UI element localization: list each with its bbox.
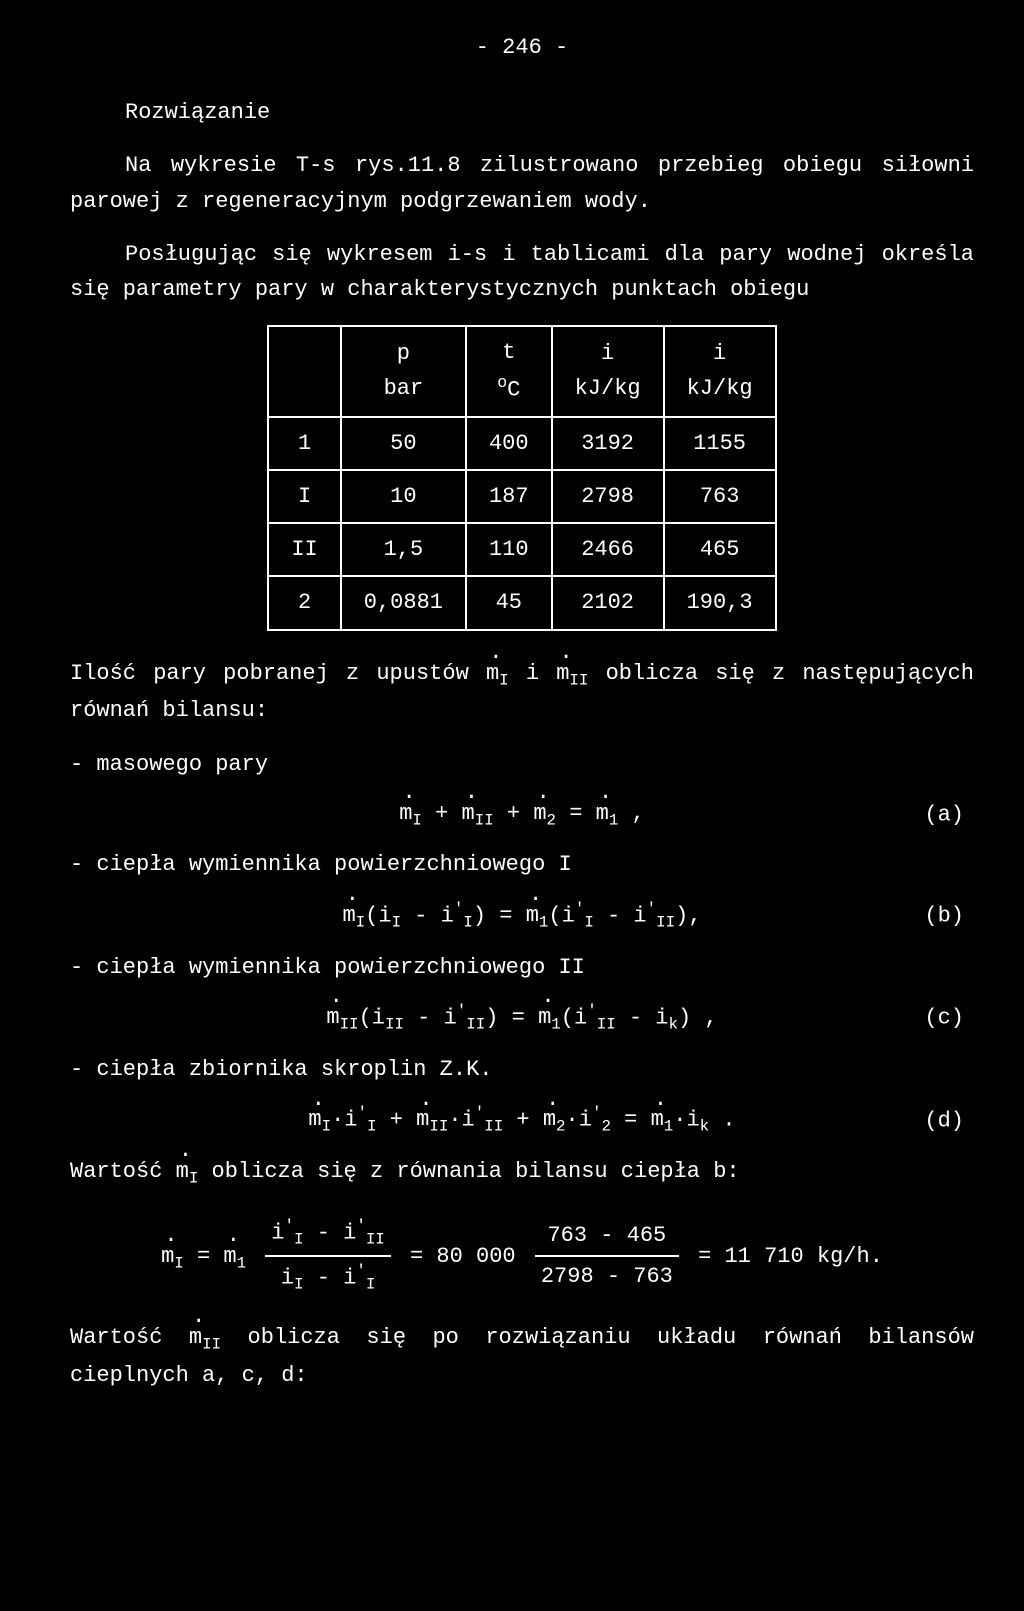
equation-d: mI·i'I + mII·i'II + m2·i'2 = m1·ik . (d): [70, 1101, 974, 1140]
cell: 1155: [664, 417, 776, 470]
table-row: I 10 187 2798 763: [268, 470, 775, 523]
bullet-mass: - masowego pary: [70, 747, 974, 782]
cell: 45: [466, 576, 552, 629]
text-span: = 80 000: [410, 1244, 529, 1269]
cell: 110: [466, 523, 552, 576]
text-span: Ilość pary pobranej z upustów: [70, 661, 486, 686]
fraction-symbolic: i'I - i'II iI - i'I: [265, 1214, 391, 1298]
table-header-row: pbar toC ikJ/kg ikJ/kg: [268, 326, 775, 417]
eq-label-c: (c): [924, 1001, 964, 1036]
bullet-heat-1: - ciepła wymiennika powierzchniowego I: [70, 847, 974, 882]
cell: 2: [268, 576, 340, 629]
fraction-denominator: 2798 - 763: [535, 1257, 679, 1294]
cell: 187: [466, 470, 552, 523]
th-i-liquid: ikJ/kg: [664, 326, 776, 417]
text-span: i: [509, 661, 557, 686]
th-blank: [268, 326, 340, 417]
cell: 50: [341, 417, 466, 470]
cell: 400: [466, 417, 552, 470]
cell: 1: [268, 417, 340, 470]
cell: 0,0881: [341, 576, 466, 629]
parameters-table: pbar toC ikJ/kg ikJ/kg 1 50 400 3192 115…: [267, 325, 776, 630]
cell: 2798: [552, 470, 664, 523]
table-row: 1 50 400 3192 1155: [268, 417, 775, 470]
cell: 190,3: [664, 576, 776, 629]
equation-a: mI + mII + m2 = m1 , (a): [70, 796, 974, 834]
cell: II: [268, 523, 340, 576]
equation-b: mI(iI - i'I) = m1(i'I - i'II), (b): [70, 897, 974, 936]
cell: 763: [664, 470, 776, 523]
paragraph-2: Posługując się wykresem i-s i tablicami …: [70, 237, 974, 307]
wartosc-mi-line: Wartość mI oblicza się z równania bilans…: [70, 1154, 974, 1192]
table-row: II 1,5 110 2466 465: [268, 523, 775, 576]
th-t: toC: [466, 326, 552, 417]
cell: 465: [664, 523, 776, 576]
table-row: 2 0,0881 45 2102 190,3: [268, 576, 775, 629]
bullet-heat-2: - ciepła wymiennika powierzchniowego II: [70, 950, 974, 985]
cell: 2102: [552, 576, 664, 629]
text-span: = 11 710 kg/h.: [698, 1244, 883, 1269]
text-span: Wartość: [70, 1325, 189, 1350]
eq-label-a: (a): [924, 797, 964, 832]
page-number: - 246 -: [70, 30, 974, 65]
fraction-numeric: 763 - 465 2798 - 763: [535, 1218, 679, 1294]
equation-mi-numeric: mI = m1 i'I - i'II iI - i'I = 80 000 763…: [70, 1214, 974, 1298]
paragraph-1: Na wykresie T-s rys.11.8 zilustrowano pr…: [70, 148, 974, 218]
text-span: oblicza się z równania bilansu ciepła b:: [198, 1159, 739, 1184]
wartosc-mii-line: Wartość mII oblicza się po rozwiązaniu u…: [70, 1320, 974, 1393]
equation-c: mII(iII - i'II) = m1(i'II - ik) , (c): [70, 999, 974, 1038]
heading-rozwiazanie: Rozwiązanie: [70, 95, 974, 130]
eq-label-d: (d): [924, 1103, 964, 1138]
bullet-zk: - ciepła zbiornika skroplin Z.K.: [70, 1052, 974, 1087]
eq-label-b: (b): [924, 899, 964, 934]
th-i-enthalpy: ikJ/kg: [552, 326, 664, 417]
cell: 3192: [552, 417, 664, 470]
th-p: pbar: [341, 326, 466, 417]
subscript: I: [499, 671, 509, 689]
cell: 2466: [552, 523, 664, 576]
after-table-text: Ilość pary pobranej z upustów mI i mII o…: [70, 656, 974, 729]
fraction-numerator: 763 - 465: [535, 1218, 679, 1257]
subscript: II: [569, 671, 588, 689]
cell: 1,5: [341, 523, 466, 576]
text-span: Wartość: [70, 1159, 176, 1184]
cell: I: [268, 470, 340, 523]
cell: 10: [341, 470, 466, 523]
